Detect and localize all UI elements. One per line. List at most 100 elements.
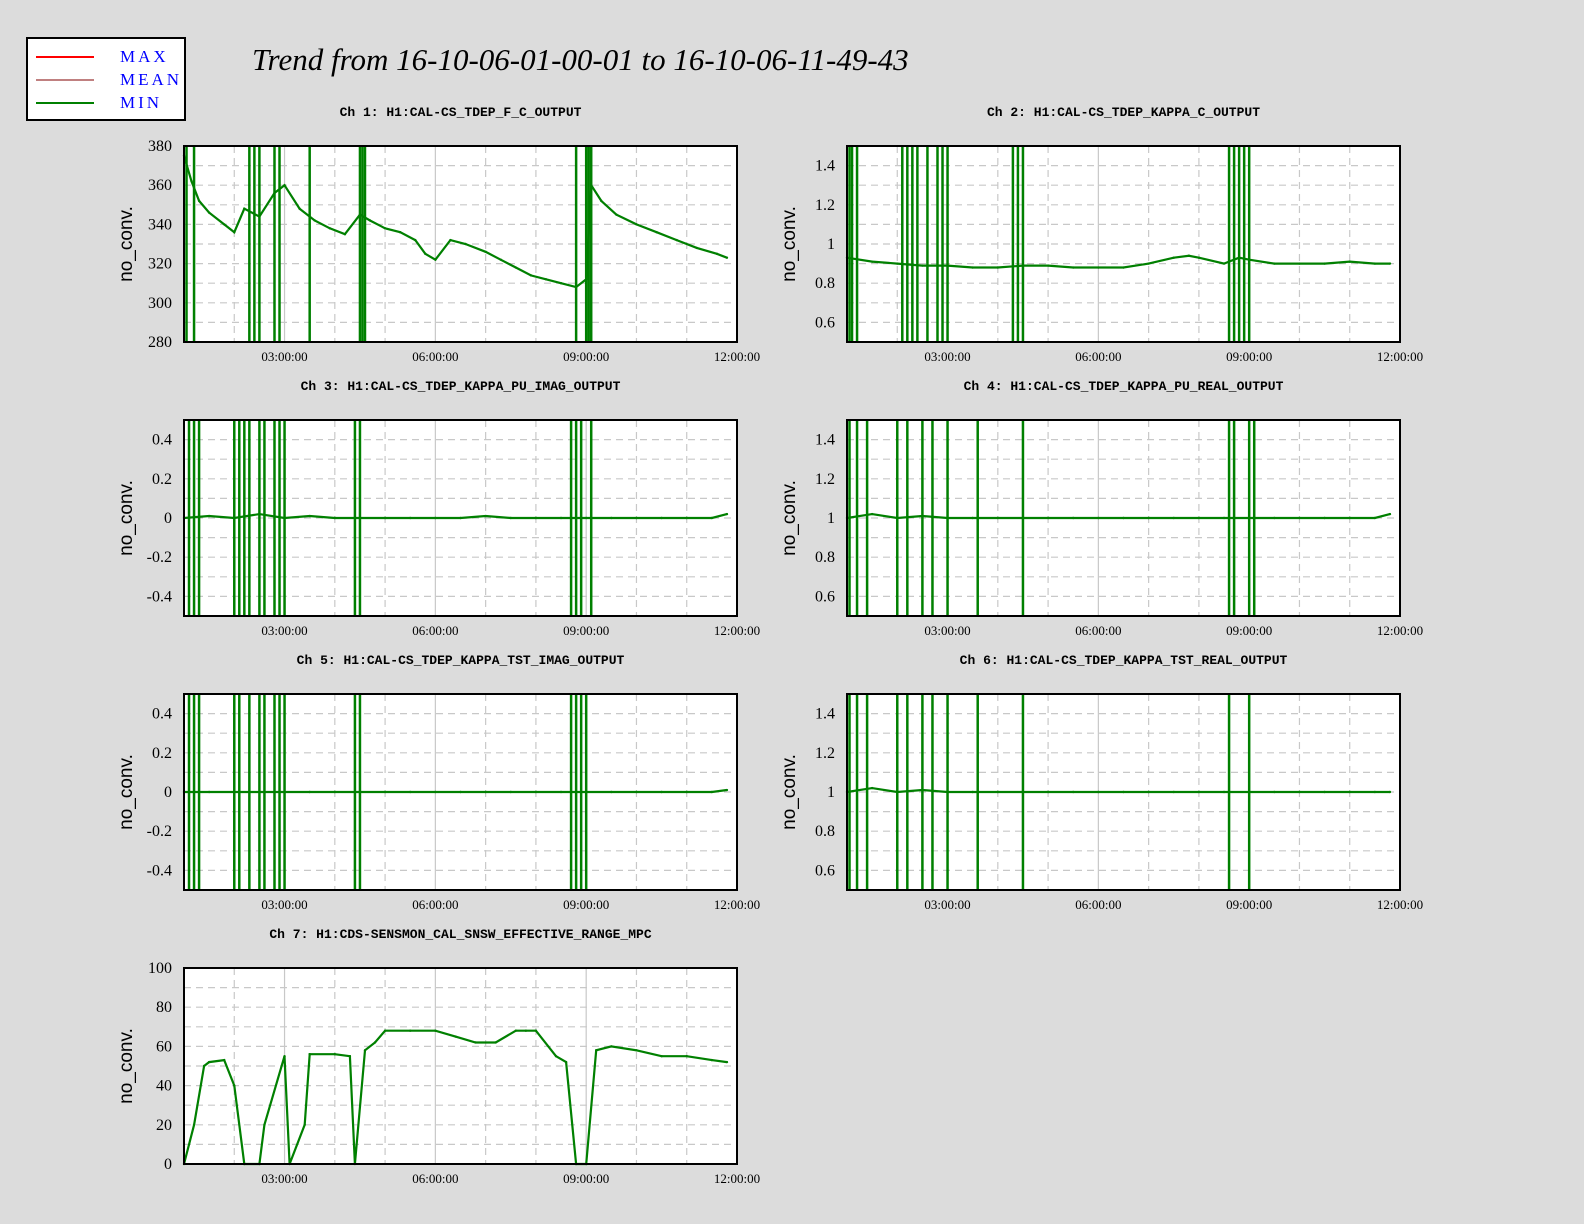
chart-panel-3: Ch 3: H1:CAL-CS_TDEP_KAPPA_PU_IMAG_OUTPU… bbox=[116, 379, 760, 638]
data-point bbox=[1021, 516, 1025, 520]
x-tick-label: 06:00:00 bbox=[1075, 349, 1121, 364]
y-axis-label: no_conv. bbox=[779, 754, 800, 830]
data-point bbox=[1172, 256, 1175, 259]
data-point bbox=[615, 213, 618, 216]
data-point bbox=[1273, 790, 1276, 794]
y-axis-label: no_conv. bbox=[116, 754, 137, 830]
data-point bbox=[202, 1064, 206, 1068]
y-tick-label: 320 bbox=[148, 256, 172, 273]
data-point bbox=[595, 1049, 598, 1052]
data-point bbox=[554, 1055, 558, 1058]
y-axis-label: no_conv. bbox=[116, 480, 137, 556]
legend: MAX MEAN MIN bbox=[26, 37, 186, 121]
x-tick-label: 03:00:00 bbox=[261, 897, 307, 912]
x-tick-label: 12:00:00 bbox=[714, 1171, 760, 1186]
data-point bbox=[298, 207, 301, 210]
data-point bbox=[1122, 790, 1125, 794]
data-point bbox=[1097, 790, 1100, 794]
data-point bbox=[610, 516, 613, 520]
data-point bbox=[685, 516, 688, 520]
data-point bbox=[1222, 790, 1226, 794]
y-tick-label: 40 bbox=[156, 1078, 172, 1095]
data-point bbox=[1187, 254, 1191, 257]
data-point bbox=[258, 790, 261, 794]
data-point bbox=[509, 516, 512, 520]
chart-panel-2: Ch 2: H1:CAL-CS_TDEP_KAPPA_C_OUTPUT 0.6 0.… bbox=[779, 105, 1423, 364]
data-point bbox=[710, 516, 714, 520]
legend-label-min: MIN bbox=[120, 93, 163, 112]
data-point bbox=[283, 184, 286, 187]
data-point bbox=[459, 790, 462, 794]
chart-title: Ch 4: H1:CAL-CS_TDEP_KAPPA_PU_REAL_OUTPU… bbox=[964, 379, 1284, 394]
data-point bbox=[870, 512, 874, 516]
data-point bbox=[1197, 516, 1201, 520]
legend-item-mean: MEAN bbox=[36, 70, 186, 90]
data-point bbox=[584, 790, 588, 794]
chart-panel-6: Ch 6: H1:CAL-CS_TDEP_KAPPA_TST_REAL_OUTP… bbox=[779, 653, 1423, 912]
y-tick-label: 0.8 bbox=[815, 275, 835, 292]
y-tick-label: -0.4 bbox=[147, 588, 172, 605]
data-point bbox=[660, 790, 663, 794]
data-point bbox=[283, 790, 286, 794]
data-point bbox=[610, 1045, 613, 1048]
y-tick-label: 0.6 bbox=[815, 588, 835, 605]
y-tick-label: 0.6 bbox=[815, 862, 835, 879]
data-point bbox=[358, 790, 362, 794]
chart-title: Ch 5: H1:CAL-CS_TDEP_KAPPA_TST_IMAG_OUTP… bbox=[297, 653, 625, 668]
data-point bbox=[1097, 516, 1100, 520]
x-tick-label: 03:00:00 bbox=[924, 349, 970, 364]
y-tick-label: -0.2 bbox=[147, 549, 172, 566]
y-tick-label: 360 bbox=[148, 177, 172, 194]
chart-title: Ch 6: H1:CAL-CS_TDEP_KAPPA_TST_REAL_OUTP… bbox=[960, 653, 1288, 668]
data-point bbox=[283, 516, 286, 520]
y-tick-label: 1 bbox=[827, 510, 835, 527]
data-point bbox=[514, 266, 517, 269]
data-point bbox=[655, 231, 658, 234]
data-point bbox=[1122, 266, 1125, 269]
data-point bbox=[1348, 516, 1351, 520]
data-point bbox=[725, 788, 729, 792]
x-tick-label: 12:00:00 bbox=[714, 897, 760, 912]
data-point bbox=[1046, 790, 1050, 794]
chart-panel-1: Ch 1: H1:CAL-CS_TDEP_F_C_OUTPUT 280 300 320… bbox=[116, 105, 760, 364]
data-point bbox=[343, 233, 347, 236]
y-tick-label: 380 bbox=[148, 138, 172, 155]
x-tick-label: 03:00:00 bbox=[261, 349, 307, 364]
chart-panel-4: Ch 4: H1:CAL-CS_TDEP_KAPPA_PU_REAL_OUTPU… bbox=[779, 379, 1423, 638]
data-point bbox=[1072, 266, 1075, 269]
data-point bbox=[1197, 256, 1201, 259]
chart-panel-7: Ch 7: H1:CDS-SENSMON_CAL_SNSW_EFFECTIVE_… bbox=[116, 927, 760, 1186]
data-point bbox=[499, 258, 502, 261]
y-axis-label: no_conv. bbox=[116, 206, 137, 282]
data-point bbox=[1388, 262, 1392, 265]
legend-label-max: MAX bbox=[120, 47, 169, 66]
data-point bbox=[870, 786, 874, 790]
x-tick-label: 09:00:00 bbox=[563, 897, 609, 912]
legend-swatch-mean bbox=[36, 79, 94, 81]
data-point bbox=[996, 516, 1000, 520]
data-point bbox=[308, 790, 311, 794]
y-tick-label: 100 bbox=[148, 960, 172, 977]
page-title: Trend from 16-10-06-01-00-01 to 16-10-06… bbox=[252, 42, 909, 77]
data-point bbox=[308, 514, 311, 518]
plot-frame bbox=[846, 419, 1401, 617]
y-tick-label: 1.4 bbox=[815, 432, 835, 449]
x-tick-label: 06:00:00 bbox=[1075, 623, 1121, 638]
data-point bbox=[1247, 258, 1251, 261]
data-point bbox=[207, 514, 211, 518]
data-point bbox=[303, 1123, 306, 1127]
data-point bbox=[484, 790, 487, 794]
data-point bbox=[409, 1029, 412, 1032]
data-point bbox=[921, 788, 924, 792]
data-point bbox=[223, 1058, 226, 1062]
chart-title: Ch 3: H1:CAL-CS_TDEP_KAPPA_PU_IMAG_OUTPU… bbox=[301, 379, 621, 394]
data-point bbox=[725, 256, 729, 259]
y-tick-label: 0.2 bbox=[152, 471, 172, 488]
data-point bbox=[434, 516, 437, 520]
y-tick-label: 0 bbox=[164, 784, 172, 801]
plot-frame bbox=[183, 419, 738, 617]
data-point bbox=[534, 1029, 538, 1032]
data-point bbox=[414, 238, 417, 242]
data-point bbox=[1348, 260, 1351, 263]
data-point bbox=[333, 1053, 337, 1056]
